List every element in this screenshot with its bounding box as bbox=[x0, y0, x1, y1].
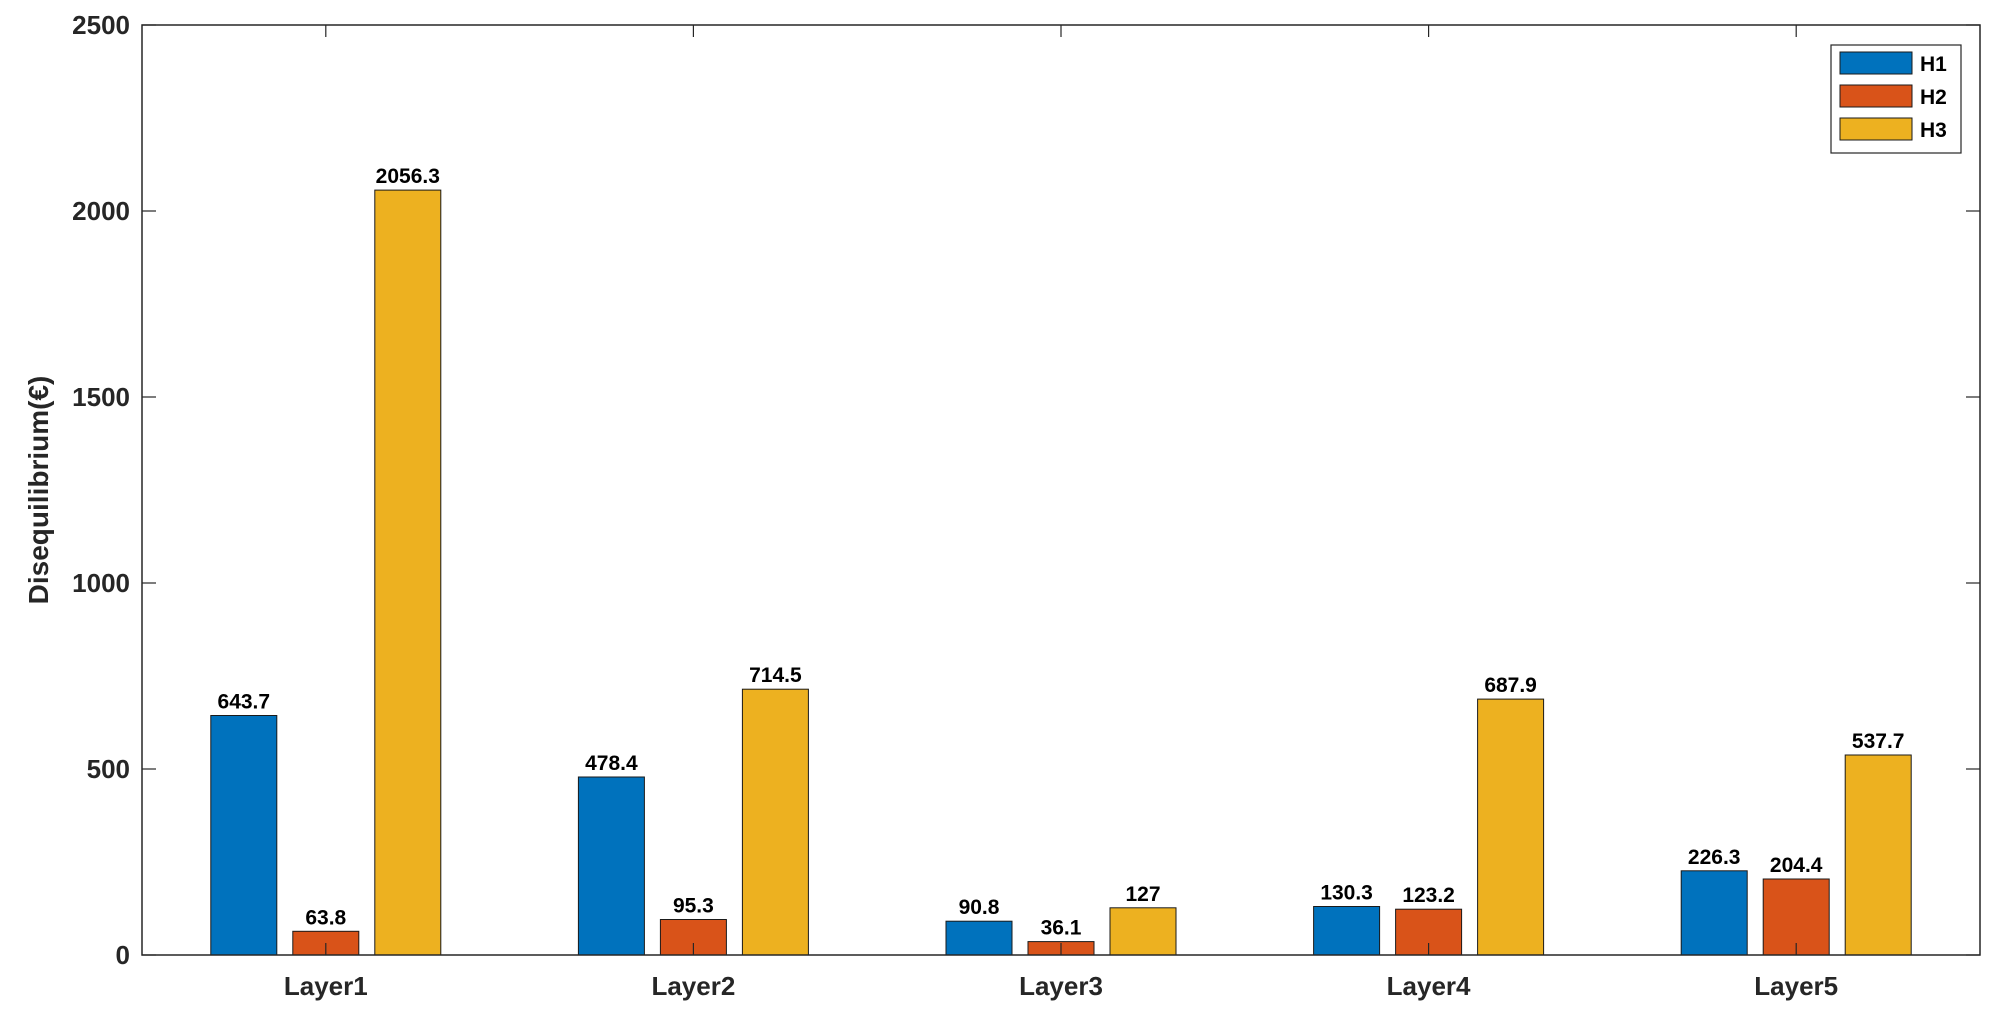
data-label-h2-layer1: 63.8 bbox=[305, 906, 346, 929]
y-tick-label: 2500 bbox=[72, 10, 130, 40]
y-tick-label: 2000 bbox=[72, 196, 130, 226]
bar-h3-layer5 bbox=[1844, 754, 1912, 956]
bar-h3-layer3 bbox=[1109, 907, 1177, 956]
x-tick-label: Layer2 bbox=[651, 971, 735, 1001]
bar-h3-layer4 bbox=[1477, 698, 1545, 956]
x-axis-tick-labels: Layer1 Layer2 Layer3 Layer4 Layer5 bbox=[284, 971, 1838, 1001]
bars-layer bbox=[210, 189, 1912, 956]
data-label-h3-layer3: 127 bbox=[1125, 883, 1160, 906]
x-tick-label: Layer4 bbox=[1387, 971, 1471, 1001]
bar-h1-layer2 bbox=[577, 776, 645, 956]
data-label-h1-layer5: 226.3 bbox=[1688, 846, 1741, 869]
legend-swatch-h1 bbox=[1839, 51, 1913, 75]
x-tick-label: Layer3 bbox=[1019, 971, 1103, 1001]
bar-h3-layer2 bbox=[741, 688, 809, 956]
x-tick-label: Layer1 bbox=[284, 971, 368, 1001]
y-axis-tick-labels: 0 500 1000 1500 2000 2500 bbox=[72, 10, 130, 970]
plot-frame bbox=[141, 24, 1981, 956]
y-axis-label: Disequilibrium(€) bbox=[23, 376, 54, 605]
x-tick-label: Layer5 bbox=[1754, 971, 1838, 1001]
bar-h1-layer5 bbox=[1680, 870, 1748, 956]
y-tick-label: 500 bbox=[87, 754, 130, 784]
data-label-h2-layer3: 36.1 bbox=[1041, 917, 1082, 940]
plot-background bbox=[142, 25, 1980, 955]
data-label-h2-layer5: 204.4 bbox=[1770, 854, 1823, 877]
legend-swatch-h3 bbox=[1839, 117, 1913, 141]
bar-h2-layer5 bbox=[1762, 878, 1830, 956]
legend-label-h2: H2 bbox=[1920, 86, 1947, 109]
y-tick-label: 1000 bbox=[72, 568, 130, 598]
bar-h3-layer1 bbox=[374, 189, 442, 956]
bar-h1-layer1 bbox=[210, 715, 278, 956]
y-tick-label: 1500 bbox=[72, 382, 130, 412]
legend-swatch-h2 bbox=[1839, 84, 1913, 108]
bar-h1-layer3 bbox=[945, 920, 1013, 956]
data-label-h3-layer2: 714.5 bbox=[749, 664, 802, 687]
legend-label-h1: H1 bbox=[1920, 53, 1947, 76]
legend-label-h3: H3 bbox=[1920, 119, 1947, 142]
data-label-h1-layer4: 130.3 bbox=[1320, 882, 1373, 905]
data-labels-layer: 643.7 63.8 2056.3 478.4 95.3 714.5 90.8 36.1 127… bbox=[218, 165, 1905, 940]
data-label-h1-layer3: 90.8 bbox=[959, 896, 1000, 919]
data-label-h1-layer2: 478.4 bbox=[585, 752, 638, 775]
data-label-h1-layer1: 643.7 bbox=[218, 691, 271, 714]
y-tick-label: 0 bbox=[116, 940, 130, 970]
data-label-h2-layer4: 123.2 bbox=[1402, 884, 1455, 907]
data-label-h3-layer1: 2056.3 bbox=[376, 165, 440, 188]
bar-h1-layer4 bbox=[1313, 906, 1381, 956]
legend: H1 H2 H3 bbox=[1830, 44, 1962, 154]
data-label-h3-layer5: 537.7 bbox=[1852, 730, 1905, 753]
data-label-h2-layer2: 95.3 bbox=[673, 895, 714, 918]
data-label-h3-layer4: 687.9 bbox=[1484, 674, 1537, 697]
